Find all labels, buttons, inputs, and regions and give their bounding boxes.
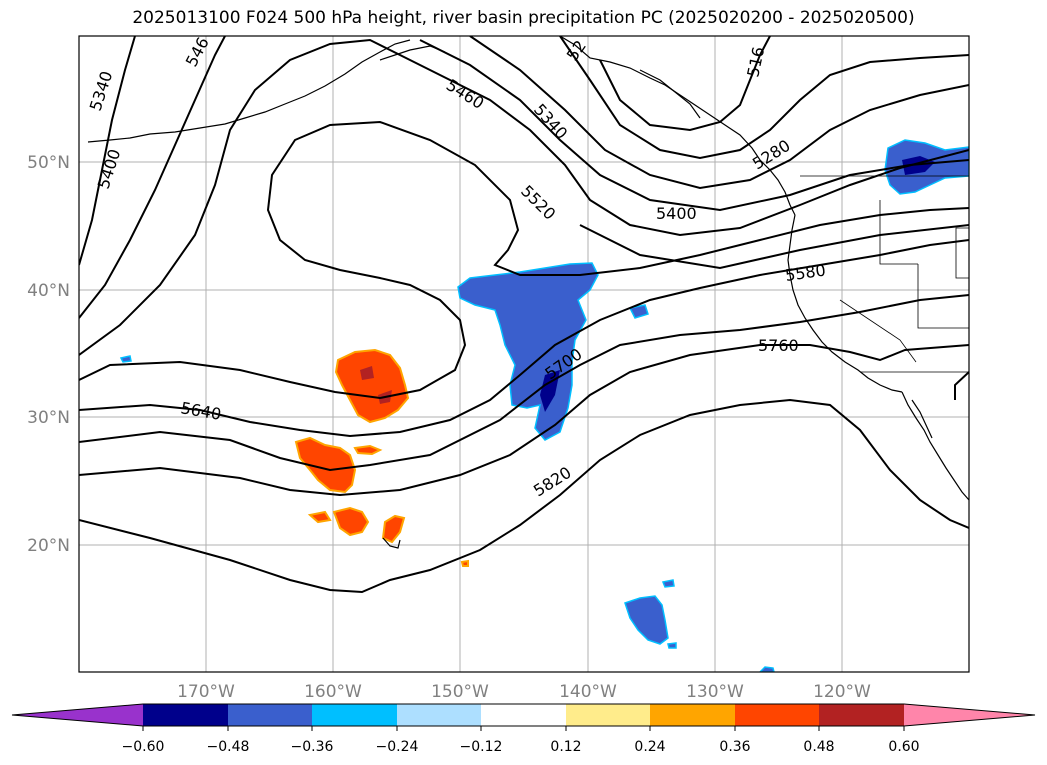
coastlines <box>87 36 969 549</box>
contour-label: 5520 <box>517 181 559 223</box>
precip-area-tiny-positive <box>460 559 469 567</box>
lon-tick-label: 150°W <box>431 682 489 702</box>
contour-label: 546 <box>182 34 213 70</box>
colorbar-tick-label: −0.12 <box>460 739 503 755</box>
colorbar-tick-label: −0.24 <box>376 739 419 755</box>
colorbar-tick-label: 0.36 <box>719 739 750 755</box>
lat-tick-label: 30°N <box>27 408 70 428</box>
colorbar-bin <box>312 704 397 726</box>
lat-tick-label: 20°N <box>27 536 70 556</box>
contour-label: 5580 <box>784 260 827 284</box>
lon-tick-label: 120°W <box>813 682 871 702</box>
contour-label: 5400 <box>656 204 697 223</box>
colorbar-extend-high <box>904 704 1035 726</box>
precip-area-central-pacific <box>457 262 599 441</box>
longitude-ticks: 170°W 160°W 150°W 140°W 130°W 120°W <box>177 682 871 702</box>
lat-tick-label: 50°N <box>27 153 70 173</box>
colorbar-bin <box>228 704 312 726</box>
colorbar-bin <box>397 704 481 726</box>
colorbar-tick-label: −0.36 <box>291 739 334 755</box>
map-title: 2025013100 F024 500 hPa height, river ba… <box>132 8 915 28</box>
precip-area-hawaii-1 <box>307 510 332 524</box>
contour-label: 5760 <box>758 336 799 355</box>
colorbar: −0.60 −0.48 −0.36 −0.24 −0.12 0.12 0.24 … <box>11 703 1036 755</box>
colorbar-bin <box>143 704 228 726</box>
borders <box>800 175 969 373</box>
lon-tick-label: 170°W <box>177 682 235 702</box>
lat-tick-label: 40°N <box>27 281 70 301</box>
precip-area-south-small-2 <box>667 642 677 649</box>
precip-area-west-positive-2 <box>353 444 383 456</box>
colorbar-tick-label: −0.60 <box>122 739 165 755</box>
lon-tick-label: 130°W <box>686 682 744 702</box>
colorbar-bin <box>819 704 904 726</box>
map-frame <box>78 35 970 673</box>
contour-label: 516 <box>743 45 768 79</box>
colorbar-tick-label: −0.48 <box>207 739 250 755</box>
contour-label: 52 <box>563 37 590 65</box>
colorbar-tick-label: 0.12 <box>550 739 581 755</box>
colorbar-bin <box>650 704 735 726</box>
contour-label: 5820 <box>530 463 575 501</box>
colorbar-bin <box>481 704 566 726</box>
precip-area-hawaii-2 <box>332 506 370 537</box>
precip-area-north-positive <box>334 348 410 424</box>
colorbar-tick-label: 0.24 <box>634 739 665 755</box>
lon-tick-label: 160°W <box>304 682 362 702</box>
precip-core-north-positive <box>360 366 374 380</box>
colorbar-extend-low <box>12 704 143 726</box>
contour-label: 5400 <box>94 147 125 192</box>
colorbar-tick-label: 0.48 <box>803 739 834 755</box>
precip-area-south <box>624 595 669 645</box>
colorbar-bin <box>566 704 650 726</box>
contour-label: 5640 <box>179 398 222 424</box>
lon-tick-label: 140°W <box>559 682 617 702</box>
precipitation-shading <box>119 139 969 672</box>
contour-label: 5280 <box>749 136 794 174</box>
colorbar-bin <box>735 704 819 726</box>
colorbar-tick-label: 0.60 <box>888 739 919 755</box>
contour-label: 5340 <box>86 69 117 114</box>
height-contours <box>79 36 969 594</box>
latitude-ticks: 50°N 40°N 30°N 20°N <box>27 153 70 556</box>
precip-area-west-positive <box>294 436 357 494</box>
precip-area-hawaii-3 <box>381 514 406 544</box>
colorbar-tick-marks <box>142 726 905 731</box>
contour-label: 5460 <box>443 75 488 113</box>
precip-area-small-2 <box>119 355 132 363</box>
precip-area-bottom-edge <box>758 666 775 672</box>
precip-core-central-pacific <box>540 370 560 412</box>
precip-area-south-small <box>661 579 675 588</box>
precip-area-small-1 <box>628 304 649 319</box>
